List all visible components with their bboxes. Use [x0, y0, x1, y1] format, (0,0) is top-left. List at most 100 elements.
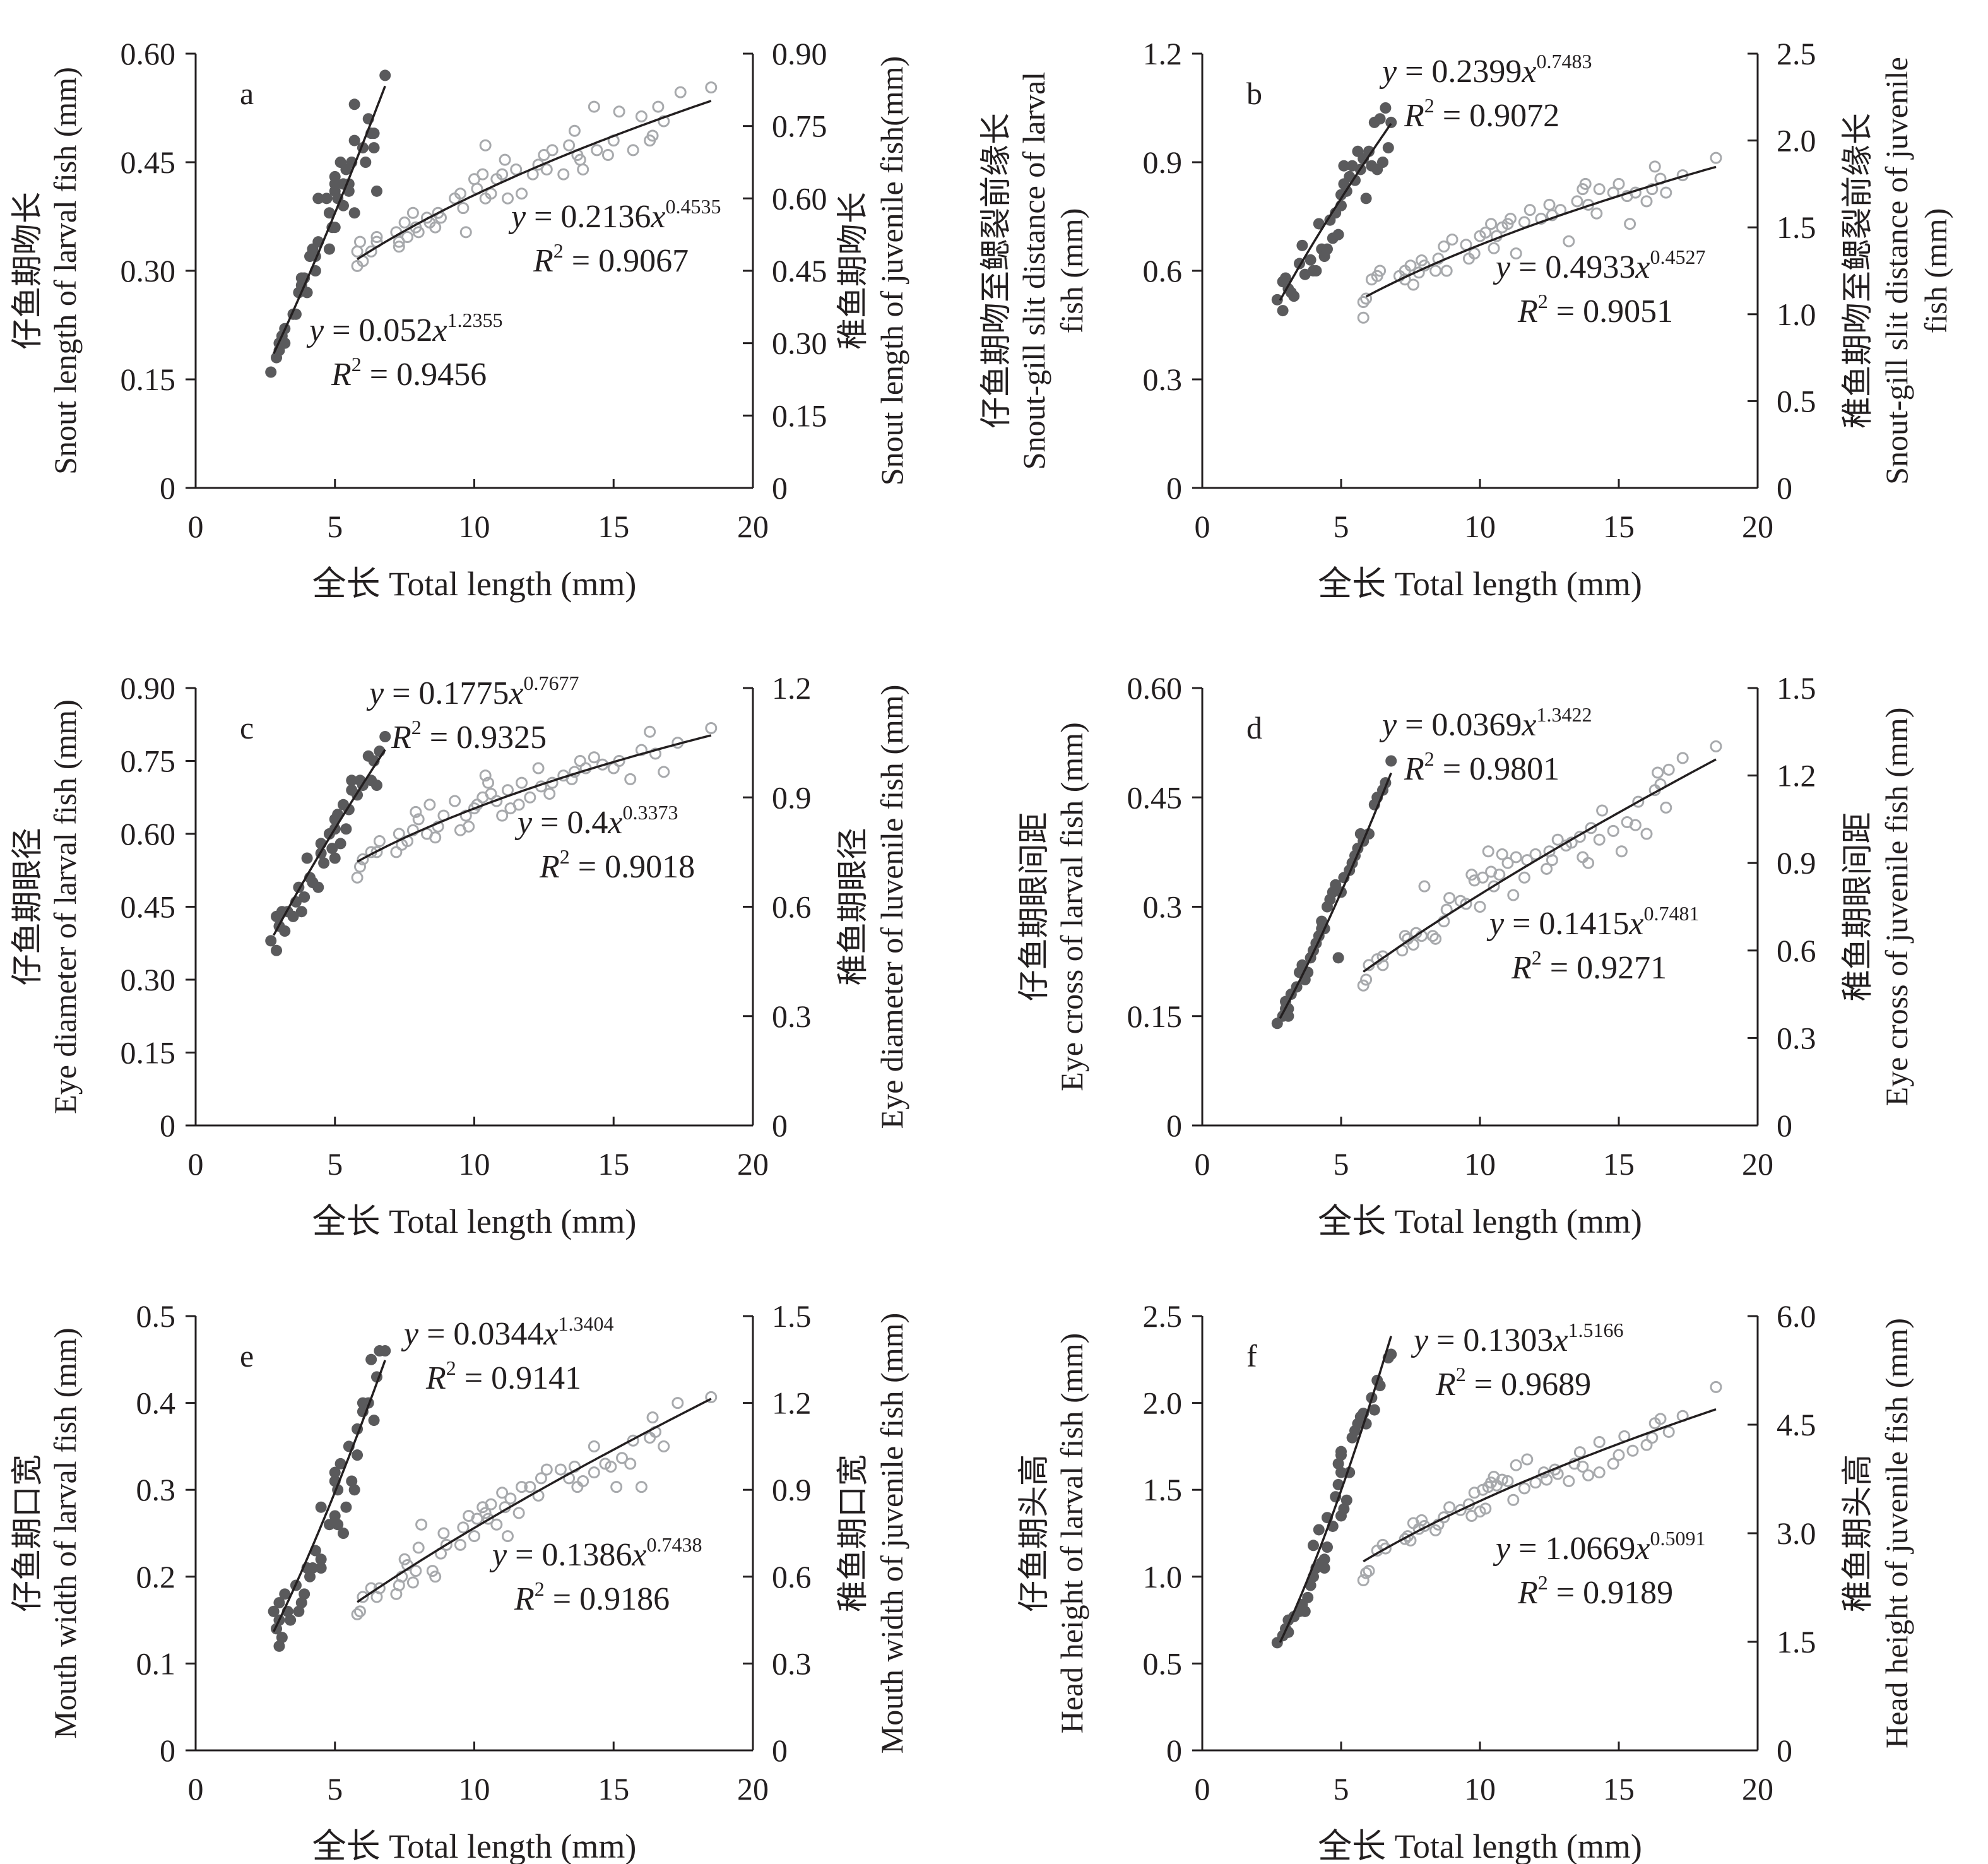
- juvenile-point: [1646, 1432, 1659, 1444]
- left-y-tick-label: 0.6: [1143, 253, 1183, 288]
- juvenile-point: [1518, 871, 1530, 884]
- right-y-axis-label: 稚鱼期眼径: [835, 828, 870, 986]
- panel-a: 0 5 10 15 20 全长 Total length (mm) 0 0.15 0.30 0.4…: [9, 36, 909, 603]
- juvenile-point: [1640, 828, 1653, 840]
- larval-point: [340, 1501, 352, 1513]
- juvenile-point: [1551, 833, 1564, 846]
- larval-r2: R2 = 0.9325: [391, 716, 547, 756]
- juvenile-point: [1496, 1473, 1508, 1486]
- left-y-tick-label: 0.60: [121, 36, 176, 71]
- juvenile-point: [1660, 801, 1672, 814]
- x-tick-label: 15: [1603, 1771, 1635, 1807]
- larval-point: [301, 852, 313, 864]
- juvenile-point: [607, 762, 620, 775]
- x-tick-label: 5: [1334, 1146, 1349, 1182]
- juvenile-point: [1648, 160, 1661, 173]
- larval-fit-line: [1279, 1336, 1392, 1643]
- x-tick-label: 20: [737, 1146, 769, 1182]
- panel-letter: d: [1246, 710, 1262, 745]
- juvenile-point: [353, 1605, 366, 1618]
- larval-fit-line: [1279, 122, 1392, 301]
- juvenile-point: [501, 1530, 514, 1543]
- right-y-tick-label: 1.2: [1777, 758, 1816, 793]
- juvenile-point: [705, 81, 718, 94]
- juvenile-equation: y = 0.1386x0.7438: [489, 1533, 702, 1573]
- right-y-tick-label: 2.0: [1777, 123, 1816, 158]
- right-y-tick-label: 0.30: [772, 326, 827, 361]
- juvenile-point: [1626, 1444, 1639, 1457]
- x-axis-label: 全长 Total length (mm): [312, 565, 637, 603]
- juvenile-point: [1438, 1511, 1450, 1524]
- juvenile-point: [1438, 240, 1450, 252]
- left-y-axis-label: Eye cross of larval fish (mm): [1054, 722, 1089, 1091]
- juvenile-point: [512, 1507, 525, 1519]
- larval-equation: y = 0.0369x1.3422: [1379, 703, 1592, 743]
- juvenile-point: [1357, 311, 1370, 324]
- juvenile-point: [1363, 1565, 1375, 1577]
- juvenile-point: [540, 163, 553, 175]
- juvenile-point: [574, 755, 586, 767]
- juvenile-point: [1632, 795, 1645, 808]
- juvenile-point: [357, 853, 369, 865]
- larval-point: [1332, 952, 1344, 964]
- juvenile-point: [1529, 848, 1542, 860]
- right-y-tick-label: 0: [772, 470, 788, 506]
- juvenile-point: [1465, 869, 1478, 881]
- larval-point: [348, 134, 360, 146]
- left-y-axis-label: 仔鱼期口宽: [9, 1454, 45, 1612]
- juvenile-point: [1541, 862, 1553, 875]
- juvenile-point: [1429, 264, 1442, 277]
- juvenile-point: [615, 1452, 628, 1464]
- juvenile-point: [351, 1608, 364, 1620]
- larval-point: [1338, 1503, 1350, 1515]
- juvenile-point: [1376, 959, 1389, 971]
- juvenile-point: [401, 230, 414, 243]
- juvenile-point: [1543, 198, 1556, 211]
- juvenile-point: [1379, 1542, 1392, 1555]
- juvenile-point: [412, 226, 425, 239]
- left-y-axis-label: 仔鱼期眼径: [9, 828, 45, 986]
- left-y-tick-label: 0: [1166, 470, 1182, 506]
- larval-point: [279, 337, 291, 349]
- juvenile-point: [1510, 1459, 1522, 1471]
- juvenile-point: [1615, 845, 1628, 858]
- larval-point: [293, 1605, 305, 1617]
- juvenile-point: [1582, 1469, 1595, 1481]
- larval-point: [1308, 1540, 1319, 1552]
- larval-point: [352, 1449, 364, 1461]
- right-y-tick-label: 0.3: [772, 1646, 812, 1681]
- right-y-tick-label: 6.0: [1777, 1298, 1816, 1334]
- larval-point: [318, 857, 330, 869]
- juvenile-point: [1563, 1475, 1575, 1487]
- juvenile-point: [476, 168, 489, 181]
- right-y-tick-label: 1.5: [1777, 1624, 1816, 1659]
- juvenile-point: [1454, 1504, 1467, 1516]
- juvenile-point: [1357, 1574, 1370, 1587]
- panel-letter: a: [240, 76, 254, 111]
- left-y-tick-label: 0.15: [1127, 999, 1183, 1034]
- larval-point: [370, 780, 382, 791]
- x-tick-label: 10: [1464, 1771, 1496, 1807]
- left-y-tick-label: 1.5: [1143, 1472, 1183, 1507]
- larval-point: [1322, 1541, 1333, 1553]
- larval-point: [321, 193, 333, 205]
- left-y-tick-label: 0.60: [1127, 670, 1183, 706]
- juvenile-point: [535, 1472, 547, 1485]
- left-y-axis-label: Head height of larval fish (mm): [1054, 1333, 1089, 1734]
- juvenile-equation: y = 0.1415x0.7481: [1486, 902, 1700, 942]
- juvenile-point: [591, 144, 603, 157]
- right-y-axis-label: Snout-gill slit distance of juvenile: [1879, 57, 1914, 485]
- right-y-tick-label: 0.3: [772, 999, 812, 1034]
- juvenile-point: [624, 773, 637, 785]
- larval-point: [329, 222, 341, 234]
- left-y-tick-label: 0.1: [136, 1646, 176, 1681]
- juvenile-point: [554, 1463, 567, 1476]
- larval-point: [1340, 1494, 1352, 1506]
- juvenile-point: [1432, 252, 1445, 265]
- juvenile-point: [468, 1530, 480, 1543]
- larval-point: [1310, 265, 1322, 276]
- juvenile-point: [605, 1461, 617, 1473]
- juvenile-point: [410, 1565, 422, 1577]
- juvenile-point: [1429, 932, 1442, 945]
- larval-point: [287, 910, 299, 922]
